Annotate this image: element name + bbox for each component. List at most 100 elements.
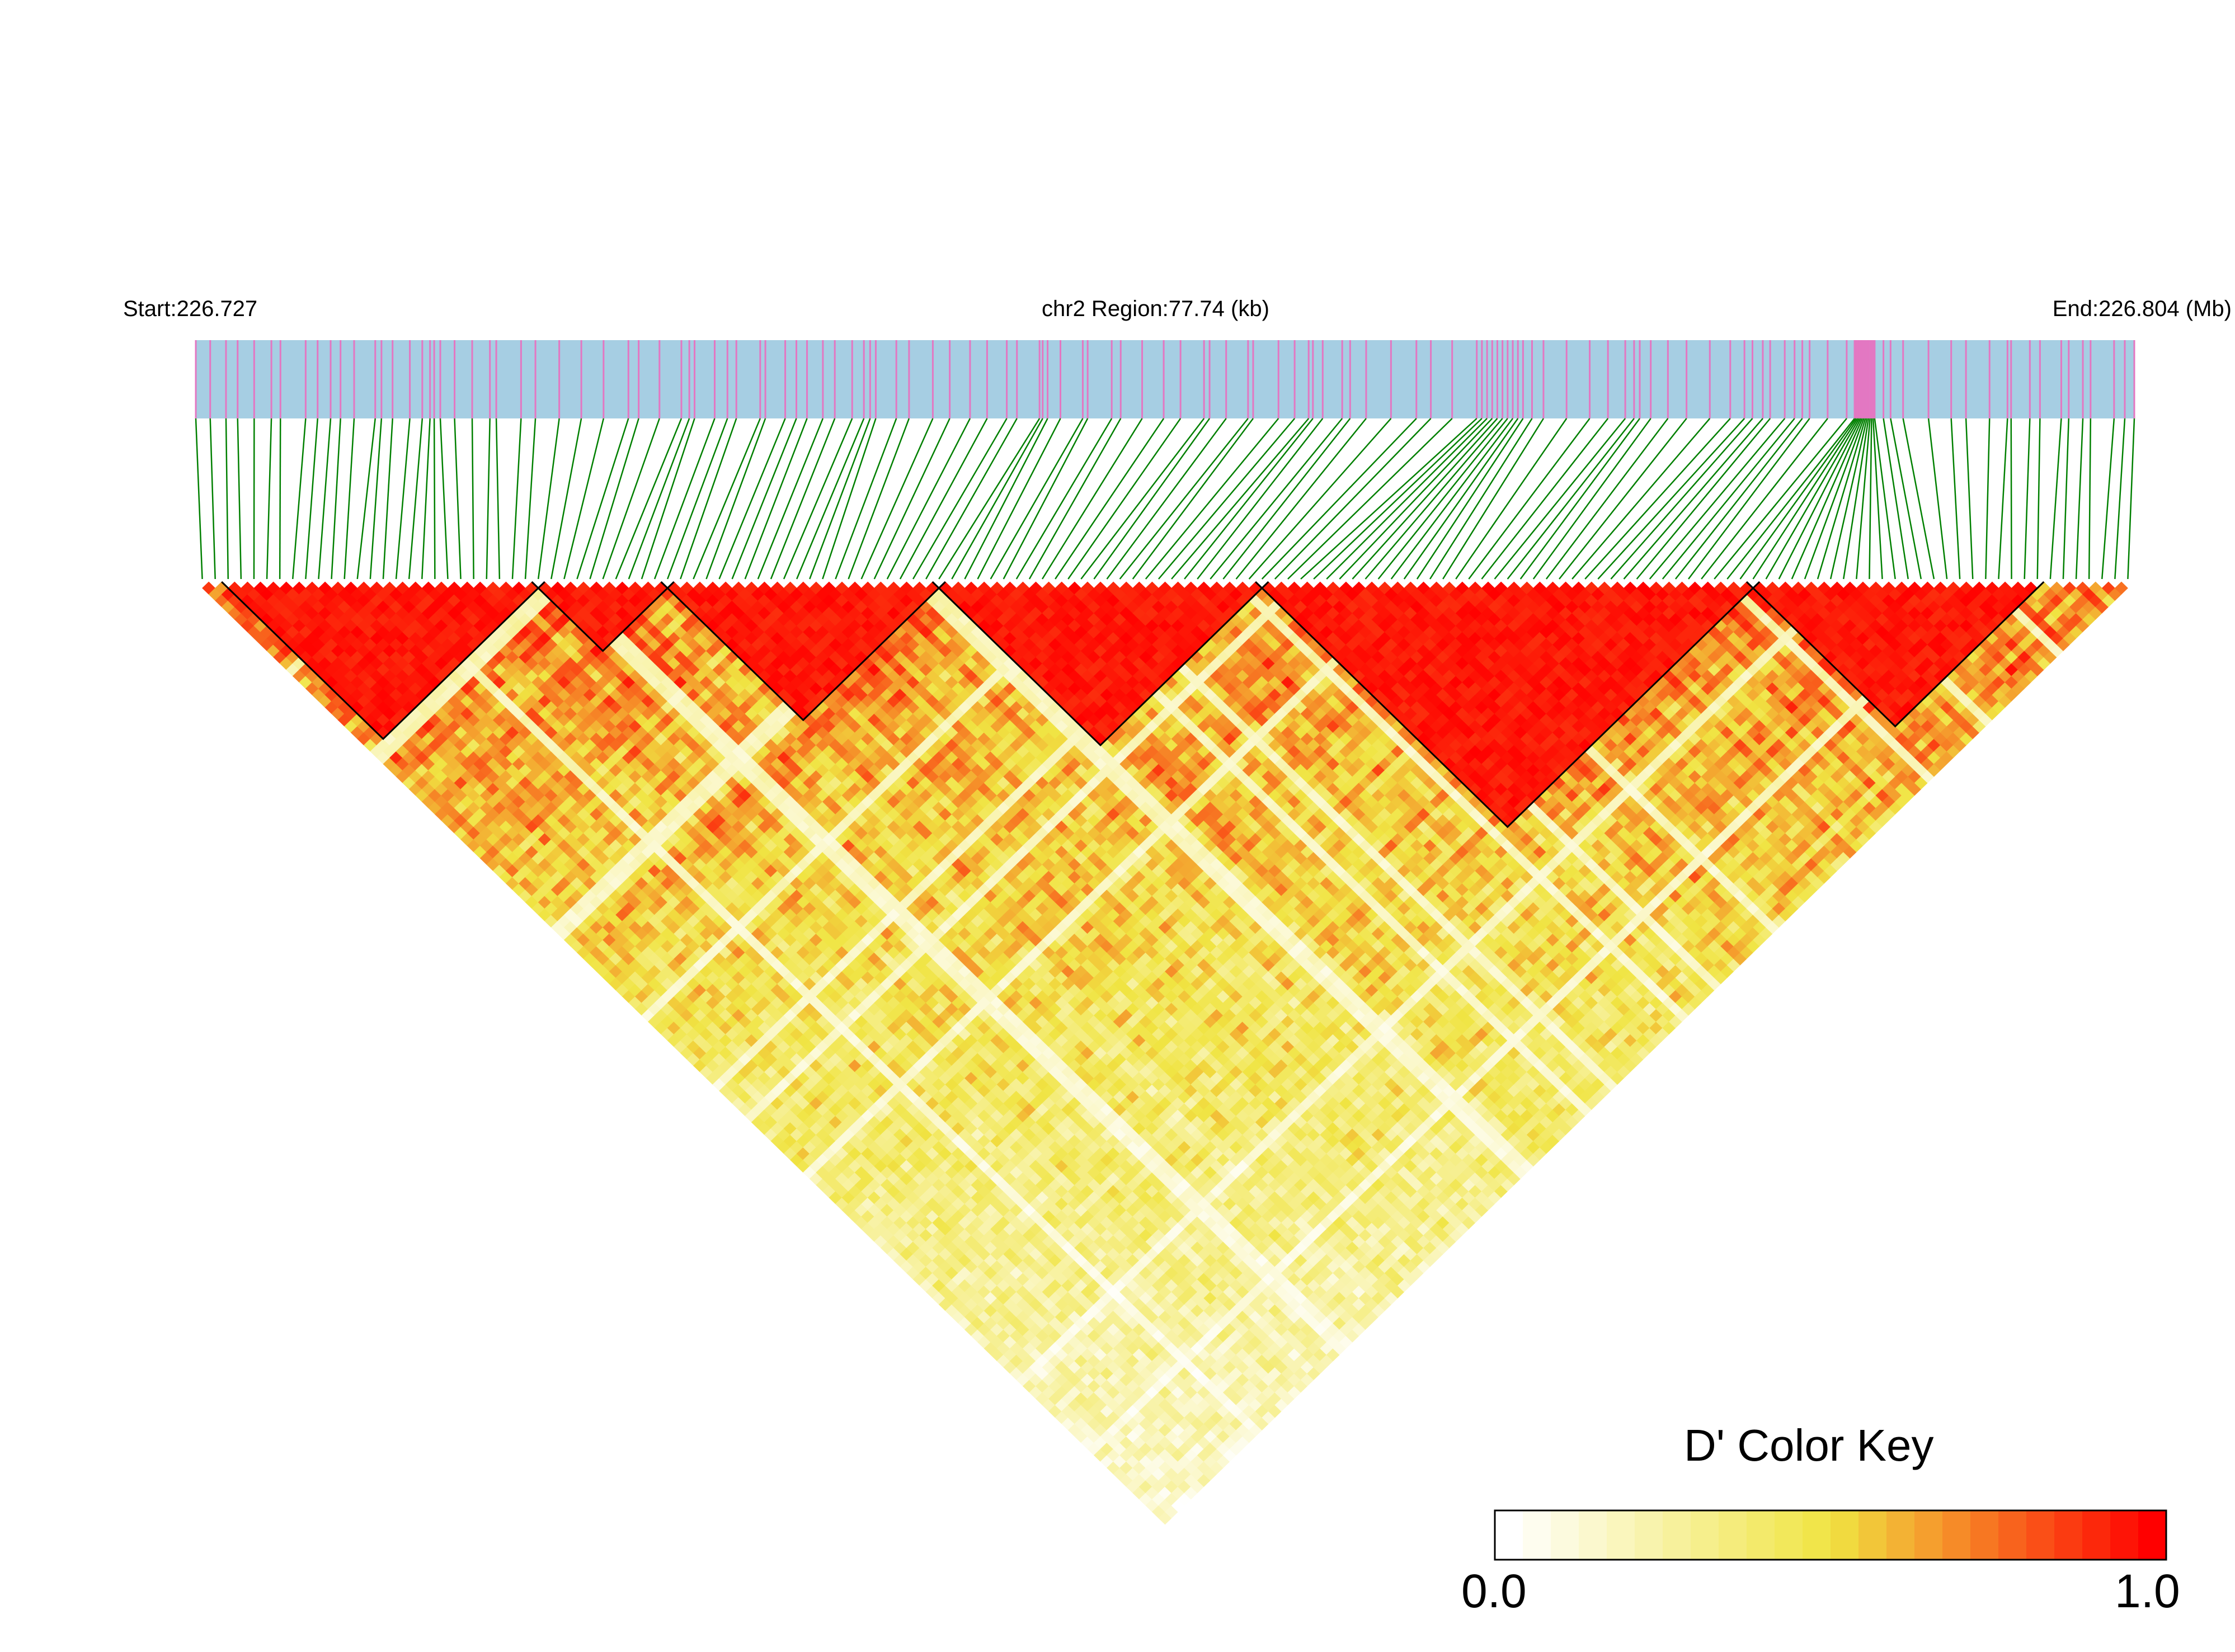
snp-connector-line [1171, 418, 1310, 580]
snp-connector-line [486, 418, 491, 580]
snp-connector-line [925, 418, 1018, 580]
snp-connector-line [835, 418, 897, 580]
snp-connector-line [331, 418, 341, 580]
snp-connector-line [770, 418, 836, 580]
snp-connector-line [563, 418, 605, 580]
snp-connector-line [1300, 418, 1478, 580]
snp-connector-line [2062, 418, 2070, 580]
snp-connector-line [1804, 418, 1865, 580]
snp-connector-line [1067, 418, 1182, 580]
snp-connector-line [1390, 418, 1514, 580]
marker-track-background [196, 340, 2134, 418]
snp-connector-line [1455, 418, 1568, 580]
snp-connector-line [225, 418, 229, 580]
snp-connector-line [1093, 418, 1211, 580]
snp-connector-line [209, 418, 216, 580]
snp-connector-line [576, 418, 629, 580]
snp-connector-line [408, 418, 424, 580]
snp-connector-line [680, 418, 737, 580]
snp-connector-line [951, 418, 1043, 580]
snp-connector-line [1829, 418, 1868, 580]
snp-connector-line [1584, 418, 1731, 580]
snp-connector-line [1623, 418, 1763, 580]
snp-connector-line [266, 418, 272, 580]
snp-connector-line [1701, 418, 1828, 580]
snp-connector-line [1890, 418, 1922, 580]
snp-connector-line [1636, 418, 1771, 580]
snp-connector-line [2101, 418, 2115, 580]
snp-connector-line [395, 418, 411, 580]
snp-connector-line [1688, 418, 1810, 580]
snp-connector-line [2127, 418, 2135, 580]
snp-connector-line [1364, 418, 1503, 580]
snp-connector-line [1597, 418, 1745, 580]
snp-connector-line [1714, 418, 1847, 580]
snp-connector-line [1041, 418, 1143, 580]
snp-marker-track [195, 340, 2135, 418]
snp-connector-line [195, 418, 203, 580]
snp-connector-line [237, 418, 242, 580]
snp-connector-line [1403, 418, 1519, 580]
snp-connector-line [1429, 418, 1533, 580]
snp-connector-line [1222, 418, 1351, 580]
snp-connector-line [873, 418, 951, 580]
snp-connector-line [628, 418, 690, 580]
snp-connector-line [2088, 418, 2092, 580]
snp-connector-line [1442, 418, 1544, 580]
snp-connector-line [1571, 418, 1711, 580]
snp-connector-line [1119, 418, 1249, 580]
snp-connector-line [382, 418, 393, 580]
snp-connector-line [537, 418, 560, 580]
snp-connector-line [2049, 418, 2062, 580]
snp-connector-line [2010, 418, 2012, 580]
snp-connector-line [1080, 418, 1205, 580]
snp-connector-line [860, 418, 934, 580]
snp-connector-line [886, 418, 971, 580]
snp-connector-line [439, 418, 449, 580]
snp-connector-line [1532, 418, 1651, 580]
snp-connector-line [783, 418, 853, 580]
snp-connector-line [1274, 418, 1432, 580]
snp-connector-line [1197, 418, 1324, 580]
snp-connector-line [757, 418, 824, 580]
snp-connector-line [1003, 418, 1089, 580]
snp-connector-line [1985, 418, 1991, 580]
snp-connector-line [2114, 418, 2126, 580]
snp-connector-line [1856, 418, 1871, 580]
snp-connector-line [938, 418, 1041, 580]
ld-heatmap-cells [202, 581, 2128, 1525]
snp-connector-line [550, 418, 582, 580]
snp-connector-line [822, 418, 877, 580]
snp-connector-line [454, 418, 462, 580]
snp-connector-line [511, 418, 522, 580]
snp-connector-line [653, 418, 716, 580]
snp-connector-line [2036, 418, 2041, 580]
snp-connector-line [1791, 418, 1863, 580]
snp-connector-line [990, 418, 1084, 580]
snp-connector-line [1726, 418, 1856, 580]
snp-connector-line [1377, 418, 1508, 580]
snp-connector-line [1649, 418, 1786, 580]
snp-connector-line [1817, 418, 1866, 580]
snp-connector-line [899, 418, 988, 580]
snp-connector-line [1662, 418, 1795, 580]
snp-connector-line [1559, 418, 1687, 580]
snp-connector-line [1752, 418, 1858, 580]
snp-connector-line [1106, 418, 1227, 580]
snp-connector-line [1883, 418, 1909, 580]
snp-connector-line [524, 418, 537, 580]
snp-connector-line [1416, 418, 1524, 580]
snp-connector-line [1468, 418, 1591, 580]
snp-connector-line [344, 418, 355, 580]
snp-connector-line [602, 418, 660, 580]
snp-connector-line [2075, 418, 2084, 580]
snp-connector-line [1158, 418, 1296, 580]
snp-connector-line [693, 418, 761, 580]
snp-connector-line [1674, 418, 1803, 580]
snp-connector-line [1210, 418, 1343, 580]
snp-connector-line [356, 418, 376, 580]
snp-connector-line [1872, 418, 1883, 580]
snp-connector-line [1326, 418, 1488, 580]
snp-connector-line [421, 418, 431, 580]
